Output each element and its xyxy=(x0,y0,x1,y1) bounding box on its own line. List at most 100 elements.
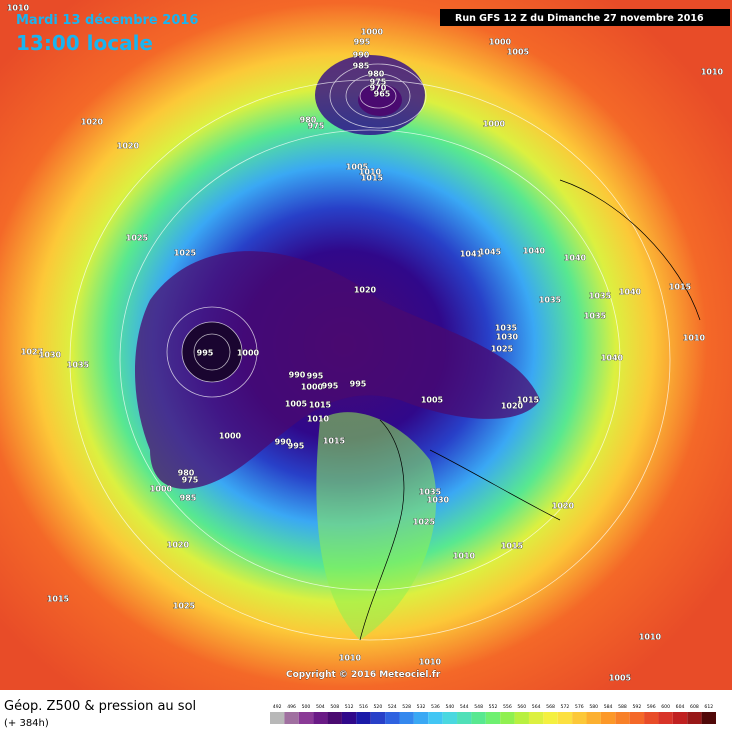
pressure-label: 1005 xyxy=(609,674,632,683)
pressure-label: 1010 xyxy=(7,4,30,13)
pressure-label: 1010 xyxy=(339,654,362,663)
legend-swatch xyxy=(557,712,573,724)
footer-title: Géop. Z500 & pression au sol xyxy=(4,699,196,714)
legend-swatch xyxy=(399,712,414,724)
pressure-label: 1010 xyxy=(639,633,662,642)
legend-swatch xyxy=(313,712,328,724)
legend-label: 528 xyxy=(402,704,411,710)
low-area xyxy=(135,251,540,489)
pressure-label: 1020 xyxy=(501,402,524,411)
pressure-label: 1035 xyxy=(589,292,612,301)
low-core xyxy=(182,322,242,382)
pressure-label: 1010 xyxy=(307,415,330,424)
pressure-label: 1015 xyxy=(323,437,346,446)
copyright: Copyright © 2016 Meteociel.fr xyxy=(286,670,441,680)
legend-swatch xyxy=(586,712,601,724)
legend-label: 504 xyxy=(316,704,325,710)
pressure-label: 1020 xyxy=(552,502,575,511)
legend-label: 596 xyxy=(647,704,656,710)
legend-label: 612 xyxy=(704,704,713,710)
pressure-label: 975 xyxy=(308,122,325,131)
pressure-label: 1025 xyxy=(174,249,197,258)
pressure-label: 1000 xyxy=(489,38,512,47)
forecast-lead: (+ 384h) xyxy=(4,718,49,729)
legend-label: 544 xyxy=(460,704,469,710)
pressure-label: 1027 xyxy=(21,348,43,357)
run-box xyxy=(440,9,730,26)
legend-label: 604 xyxy=(676,704,685,710)
pressure-label: 970 xyxy=(370,84,387,93)
pressure-label: 975 xyxy=(370,78,387,87)
legend-label: 556 xyxy=(503,704,512,710)
legend-label: 496 xyxy=(287,704,296,710)
legend-swatch xyxy=(471,712,486,724)
pressure-labels: 1010100099599098598097597096510001005101… xyxy=(7,3,724,683)
pressure-label: 1030 xyxy=(39,351,62,360)
coastlines xyxy=(359,179,701,641)
legend-swatch xyxy=(298,712,314,724)
pressure-label: 1000 xyxy=(483,120,506,129)
legend-swatch xyxy=(442,712,458,724)
pressure-label: 980 xyxy=(300,116,317,125)
legend-label: 592 xyxy=(632,704,641,710)
pressure-label: 985 xyxy=(353,62,370,71)
legend-label: 548 xyxy=(474,704,483,710)
legend-label: 600 xyxy=(661,704,670,710)
pressure-label: 1015 xyxy=(47,595,70,604)
pressure-label: 1020 xyxy=(167,541,190,550)
pressure-label: 995 xyxy=(354,38,371,47)
pressure-label: 1025 xyxy=(491,345,514,354)
legend-swatch xyxy=(658,712,673,724)
pressure-label: 1025 xyxy=(126,234,149,243)
legend-swatch xyxy=(370,712,386,724)
legend-label: 492 xyxy=(273,704,282,710)
legend-swatch xyxy=(413,712,429,724)
pressure-label: 1045 xyxy=(479,248,502,257)
legend-swatch xyxy=(701,712,716,724)
legend-swatch xyxy=(644,712,659,724)
pressure-label: 990 xyxy=(275,438,292,447)
pressure-label: 975 xyxy=(182,476,199,485)
legend-swatch xyxy=(485,712,501,724)
legend-swatch xyxy=(270,712,285,724)
legend: 492 496 500 504 508 512 516 520 524 528 532 536 540 5… xyxy=(270,704,716,724)
legend-label: 608 xyxy=(690,704,699,710)
pressure-label: 1025 xyxy=(173,602,196,611)
legend-swatch xyxy=(615,712,630,724)
pressure-label: 985 xyxy=(180,494,197,503)
legend-label: 520 xyxy=(374,704,383,710)
pressure-label: 1035 xyxy=(495,324,518,333)
valid-time: 13:00 locale xyxy=(16,31,153,55)
pressure-label: 1030 xyxy=(496,333,519,342)
pressure-label: 1015 xyxy=(669,283,692,292)
legend-label: 512 xyxy=(345,704,354,710)
pressure-label: 990 xyxy=(353,51,370,60)
pressure-label: 995 xyxy=(350,380,367,389)
pressure-label: 1005 xyxy=(507,48,530,57)
legend-swatch xyxy=(356,712,371,724)
pressure-label: 1040 xyxy=(601,354,624,363)
ridge xyxy=(316,412,437,640)
pressure-label: 1010 xyxy=(359,168,382,177)
legend-swatch xyxy=(528,712,544,724)
legend-label: 508 xyxy=(330,704,339,710)
legend-swatch xyxy=(327,712,342,724)
legend-label: 540 xyxy=(445,704,454,710)
legend-label: 524 xyxy=(388,704,397,710)
pressure-label: 1000 xyxy=(361,28,384,37)
legend-swatch xyxy=(341,712,357,724)
pressure-label: 1035 xyxy=(584,312,607,321)
pressure-label: 1010 xyxy=(683,334,706,343)
run-info: Run GFS 12 Z du Dimanche 27 novembre 201… xyxy=(455,13,704,24)
pressure-label: 995 xyxy=(288,442,305,451)
pressure-label: 1000 xyxy=(219,432,242,441)
pressure-label: 1010 xyxy=(419,658,442,667)
pressure-label: 1040 xyxy=(523,247,546,256)
legend-label: 576 xyxy=(575,704,584,710)
pressure-label: 1005 xyxy=(346,163,369,172)
legend-label: 568 xyxy=(546,704,555,710)
low-core xyxy=(358,84,402,116)
pressure-label: 1005 xyxy=(285,400,308,409)
legend-label: 552 xyxy=(489,704,498,710)
legend-label: 516 xyxy=(359,704,368,710)
